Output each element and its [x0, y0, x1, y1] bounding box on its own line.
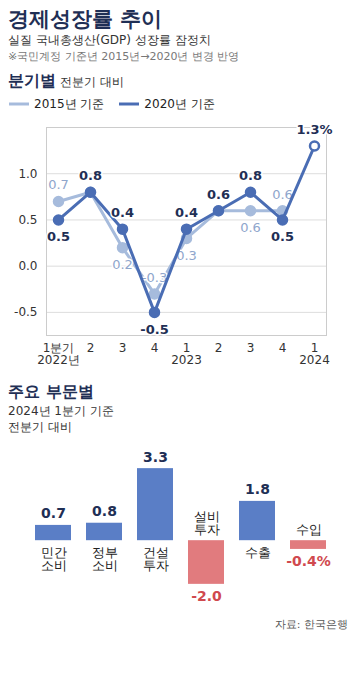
svg-text:3.3: 3.3 [143, 449, 168, 465]
svg-text:4: 4 [279, 341, 287, 355]
svg-text:-0.4%: -0.4% [286, 553, 331, 569]
svg-text:건설투자: 건설투자 [143, 545, 169, 573]
svg-text:0.3: 0.3 [176, 247, 197, 263]
svg-text:0.6: 0.6 [207, 187, 230, 202]
svg-text:2: 2 [215, 341, 223, 355]
svg-text:1분기2022년: 1분기2022년 [37, 341, 80, 367]
svg-text:0.7: 0.7 [48, 177, 69, 192]
svg-text:-0.5: -0.5 [14, 305, 37, 319]
svg-text:0.8: 0.8 [79, 168, 102, 183]
svg-text:0.2: 0.2 [112, 257, 133, 272]
html-text:주요 부문별: 주요 부문별 [8, 382, 94, 401]
html-text:실질 국내총생산(GDP) 성장률 잠정치: 실질 국내총생산(GDP) 성장률 잠정치 [8, 33, 211, 47]
svg-text:수출: 수출 [245, 545, 271, 560]
svg-text:-0.3: -0.3 [142, 270, 167, 285]
svg-text:3: 3 [247, 341, 255, 355]
svg-text:4: 4 [151, 341, 159, 355]
svg-text:1.8: 1.8 [245, 481, 270, 497]
svg-text:2: 2 [87, 341, 95, 355]
html-text:자료: 한국은행: 자료: 한국은행 [274, 618, 348, 631]
html-text:※국민계정 기준년 2015년→2020년 변경 반영: ※국민계정 기준년 2015년→2020년 변경 반영 [8, 50, 240, 63]
svg-text:-0.5: -0.5 [140, 322, 168, 337]
svg-text:0.5: 0.5 [271, 229, 294, 244]
html-text:2015년 기준: 2015년 기준 [34, 97, 105, 111]
svg-text:0.0: 0.0 [18, 259, 37, 273]
html-text:2024년 1분기 기준 전분기 대비: 2024년 1분기 기준 전분기 대비 [8, 404, 114, 434]
svg-text:0.5: 0.5 [47, 229, 70, 244]
svg-text:0.4: 0.4 [175, 205, 198, 220]
html-text:경제성장률 추이: 경제성장률 추이 [8, 7, 163, 31]
html-text:2020년 기준: 2020년 기준 [144, 97, 215, 111]
svg-text:0.7: 0.7 [41, 505, 66, 521]
html-text:분기별 전분기 대비: 분기별 전분기 대비 [8, 71, 124, 90]
svg-text:0.4: 0.4 [111, 205, 134, 220]
svg-text:민간소비: 민간소비 [41, 545, 67, 573]
svg-text:-2.0: -2.0 [191, 588, 222, 604]
svg-text:0.5: 0.5 [18, 213, 37, 227]
svg-text:3: 3 [119, 341, 127, 355]
svg-text:1.0: 1.0 [18, 167, 37, 181]
svg-text:0.8: 0.8 [239, 168, 262, 183]
svg-text:설비투자: 설비투자 [194, 509, 220, 537]
svg-text:수입: 수입 [296, 522, 322, 537]
svg-text:0.6: 0.6 [272, 186, 293, 202]
svg-text:정부소비: 정부소비 [92, 545, 118, 573]
svg-text:12023: 12023 [171, 341, 202, 367]
svg-text:0.6: 0.6 [240, 220, 261, 235]
svg-text:12024: 12024 [299, 341, 330, 367]
svg-text:0.8: 0.8 [92, 503, 117, 519]
svg-text:1.3%: 1.3% [296, 122, 332, 137]
